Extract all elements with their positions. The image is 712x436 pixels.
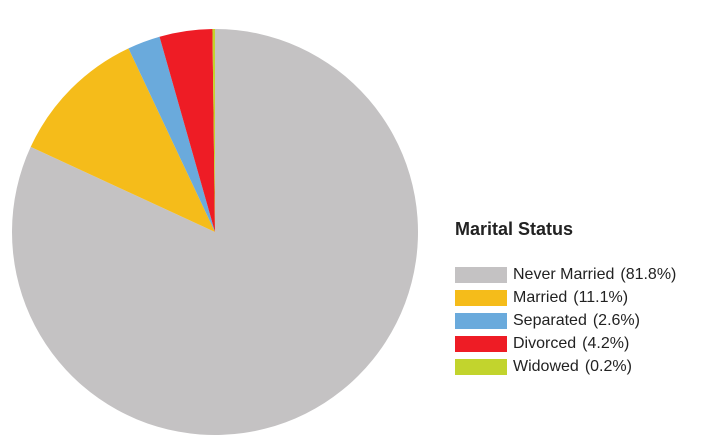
legend-value-label: (4.2%) (582, 335, 629, 352)
pie-slice (128, 36, 215, 232)
legend-value-label: (2.6%) (593, 312, 640, 329)
legend-swatch (455, 359, 507, 375)
legend-swatch (455, 290, 507, 306)
legend-value-label: (81.8%) (620, 266, 676, 283)
legend-label: Married (513, 289, 567, 306)
pie-slice (11, 29, 418, 436)
legend-value-label: (11.1%) (573, 289, 628, 306)
legend-title: Marital Status (455, 219, 573, 239)
legend-value-label: (0.2%) (585, 358, 632, 375)
pie-slice (30, 48, 216, 232)
legend-label: Separated (513, 312, 587, 329)
legend-swatch (455, 336, 507, 352)
legend-swatch (455, 267, 507, 283)
pie-slice (212, 29, 215, 232)
legend-label: Divorced (513, 335, 576, 352)
pie-slice (159, 29, 215, 233)
legend-label: Never Married (513, 266, 614, 283)
legend-swatch (455, 313, 507, 329)
legend-label: Widowed (513, 358, 579, 375)
